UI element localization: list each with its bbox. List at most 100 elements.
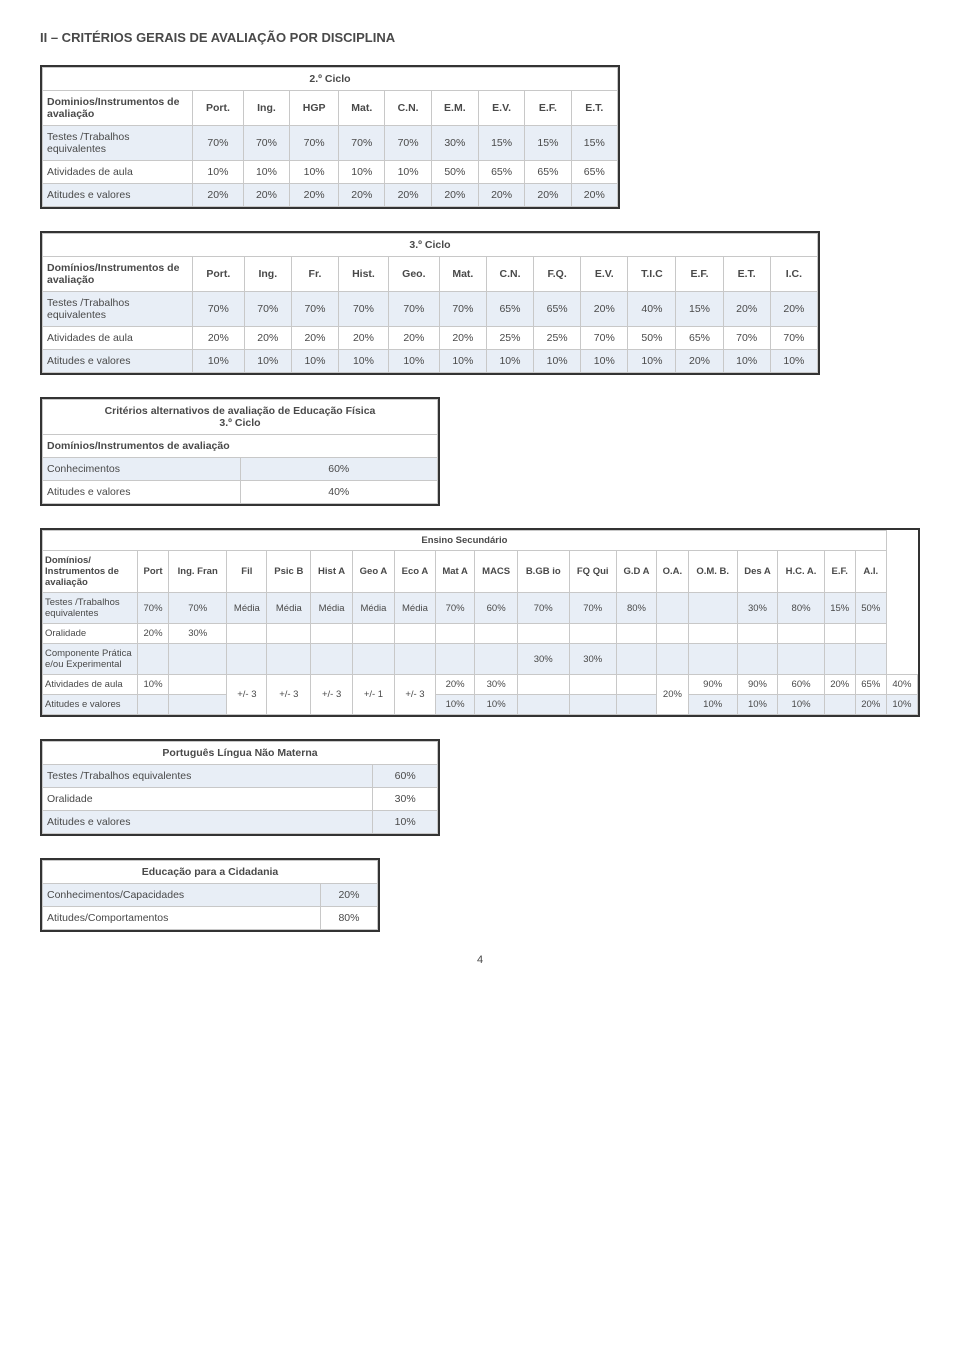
so1: 30% (169, 624, 227, 644)
sec-comp-l: Componente Prática e/ou Experimental (43, 644, 138, 675)
c3-rowlabel-3: Atitudes e valores (43, 350, 193, 373)
c2-r3-0: 20% (193, 184, 244, 207)
sh11: G.D A (616, 551, 656, 593)
sat3: +/- 3 (267, 675, 311, 715)
sa18: 40% (886, 675, 917, 695)
c3r3-2: 10% (291, 350, 338, 373)
so14 (737, 624, 778, 644)
c2-r1-0: 70% (193, 126, 244, 161)
st3: Média (267, 593, 311, 624)
ef-alt-block: Critérios alternativos de avaliação de E… (40, 397, 440, 506)
c2-r1-6: 15% (478, 126, 524, 161)
so9 (517, 624, 569, 644)
cid-title: Educação para a Cidadania (43, 861, 378, 884)
so2 (227, 624, 267, 644)
sc0 (138, 644, 169, 675)
c2-r2-8: 65% (571, 161, 617, 184)
sh9: B.GB io (517, 551, 569, 593)
c3r1-6: 65% (486, 292, 533, 327)
c3-rowlabel-1: Testes /Trabalhos equivalentes (43, 292, 193, 327)
plnm-r2l: Atitudes e valores (43, 811, 373, 834)
c3h8: E.V. (581, 257, 628, 292)
c2-r3-5: 20% (431, 184, 478, 207)
st13 (688, 593, 737, 624)
ciclo2-rowlabel-3: Atitudes e valores (43, 184, 193, 207)
cid-r1l: Atitudes/Comportamentos (43, 907, 321, 930)
sa1 (169, 675, 227, 695)
st11: 80% (616, 593, 656, 624)
c3r1-4: 70% (388, 292, 439, 327)
st7: 70% (435, 593, 474, 624)
so17 (855, 624, 886, 644)
so10 (569, 624, 616, 644)
sat15: 10% (778, 695, 824, 715)
c3r1-9: 40% (628, 292, 676, 327)
c3r3-12: 10% (770, 350, 817, 373)
sat10 (569, 695, 616, 715)
c3r2-12: 70% (770, 327, 817, 350)
c3r2-2: 20% (291, 327, 338, 350)
sh6: Eco A (395, 551, 436, 593)
ciclo3-block: 3.º Ciclo Domínios/Instrumentos de avali… (40, 231, 820, 375)
so8 (475, 624, 518, 644)
ciclo2-rowlabel-0: Dominios/Instrumentos de avaliação (43, 91, 193, 126)
so0: 20% (138, 624, 169, 644)
c2-r2-5: 50% (431, 161, 478, 184)
sat2: +/- 3 (227, 675, 267, 715)
ef-alt-table: Critérios alternativos de avaliação de E… (42, 399, 438, 504)
sa17: 65% (855, 675, 886, 695)
c3r2-6: 25% (486, 327, 533, 350)
plnm-r0v: 60% (373, 765, 438, 788)
sec-atit-l: Atitudes e valores (43, 695, 138, 715)
so12 (657, 624, 689, 644)
c2-r1-5: 30% (431, 126, 478, 161)
so5 (352, 624, 394, 644)
plnm-r2v: 10% (373, 811, 438, 834)
so16 (824, 624, 855, 644)
sa8: 30% (475, 675, 518, 695)
c3r1-10: 15% (676, 292, 723, 327)
sh4: Hist A (311, 551, 353, 593)
sc8 (475, 644, 518, 675)
c2-r2-2: 10% (290, 161, 339, 184)
st1: 70% (169, 593, 227, 624)
c3r1-1: 70% (244, 292, 291, 327)
c3r3-3: 10% (339, 350, 389, 373)
sa11 (616, 675, 656, 695)
ciclo3-table: 3.º Ciclo Domínios/Instrumentos de avali… (42, 233, 818, 373)
c3h3: Hist. (339, 257, 389, 292)
sat1 (169, 695, 227, 715)
ef-r1v: 60% (240, 458, 438, 481)
c3h4: Geo. (388, 257, 439, 292)
sh16: E.F. (824, 551, 855, 593)
c2-r1-4: 70% (385, 126, 431, 161)
sc12 (657, 644, 689, 675)
sat11 (616, 695, 656, 715)
c3r3-0: 10% (193, 350, 245, 373)
sec-ativ-l: Atividades de aula (43, 675, 138, 695)
sa10 (569, 675, 616, 695)
ciclo2-h0: Port. (193, 91, 244, 126)
c3r1-2: 70% (291, 292, 338, 327)
so7 (435, 624, 474, 644)
c2-r1-1: 70% (243, 126, 289, 161)
c3h12: I.C. (770, 257, 817, 292)
c3r2-0: 20% (193, 327, 245, 350)
st17: 50% (855, 593, 886, 624)
c2-r2-0: 10% (193, 161, 244, 184)
sc15 (778, 644, 824, 675)
sa9 (517, 675, 569, 695)
sh0: Port (138, 551, 169, 593)
c3h7: F.Q. (534, 257, 581, 292)
plnm-table: Português Língua Não Materna Testes /Tra… (42, 741, 438, 834)
sh7: Mat A (435, 551, 474, 593)
sat9 (517, 695, 569, 715)
c3r2-7: 25% (534, 327, 581, 350)
c3r2-9: 50% (628, 327, 676, 350)
plnm-r1v: 30% (373, 788, 438, 811)
c3r2-4: 20% (388, 327, 439, 350)
ciclo2-h4: C.N. (385, 91, 431, 126)
c2-r1-3: 70% (339, 126, 385, 161)
st12 (657, 593, 689, 624)
sat16 (824, 695, 855, 715)
